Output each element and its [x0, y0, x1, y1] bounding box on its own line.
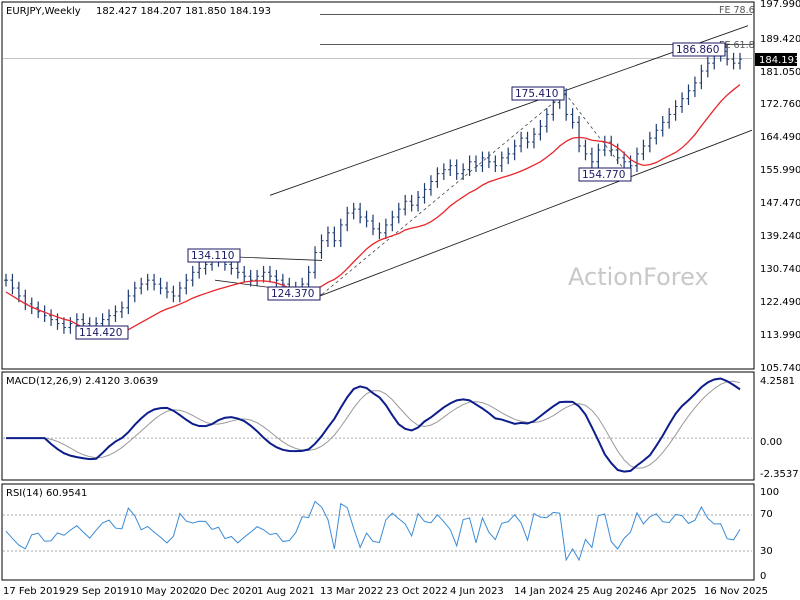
- symbol-label: EURJPY,Weekly: [6, 6, 81, 17]
- x-tick: 16 Nov 2025: [704, 586, 768, 597]
- x-tick: 4 Jun 2023: [450, 586, 504, 597]
- pivot-label: 114.420: [79, 327, 122, 339]
- x-tick: 17 Feb 2019: [3, 586, 65, 597]
- last-price-marker: [755, 53, 797, 66]
- rsi-label: RSI(14) 60.9541: [6, 488, 87, 499]
- watermark: ActionForex: [568, 263, 709, 291]
- y-tick: 4.2581: [760, 376, 795, 387]
- projection-line: [321, 92, 566, 295]
- pivot-label: 154.770: [582, 169, 625, 181]
- pivot-box: [267, 286, 321, 301]
- y-tick: 164.490: [760, 132, 800, 143]
- y-tick: 30: [760, 546, 773, 557]
- macd-signal-line: [6, 380, 741, 469]
- rsi-y-axis: 100 70 30 0: [760, 487, 779, 582]
- y-tick: 113.990: [760, 330, 800, 341]
- y-tick: 197.990: [760, 0, 800, 10]
- y-tick: 139.240: [760, 231, 800, 242]
- pivot-label: 186.860: [676, 44, 719, 56]
- x-tick: 10 May 2020: [130, 586, 195, 597]
- y-tick: 181.050: [760, 67, 800, 78]
- last-price-label: 184.193: [759, 55, 800, 66]
- y-tick: 100: [760, 487, 779, 498]
- pivot-box: [578, 167, 632, 182]
- x-tick: 6 Apr 2025: [641, 586, 696, 597]
- x-tick: 23 Oct 2022: [386, 586, 448, 597]
- price-panel: [1, 1, 755, 370]
- rsi-panel: [1, 483, 755, 581]
- y-tick: 122.490: [760, 297, 800, 308]
- pivot-label: 124.370: [271, 288, 314, 300]
- x-tick: 29 Sep 2019: [66, 586, 129, 597]
- y-tick: 172.760: [760, 99, 800, 110]
- x-tick: 13 Mar 2022: [320, 586, 383, 597]
- rsi-line: [5, 500, 741, 562]
- x-axis: 17 Feb 2019 29 Sep 2019 10 May 2020 20 D…: [3, 586, 768, 597]
- y-tick: 147.470: [760, 198, 800, 209]
- y-tick: 70: [760, 509, 773, 520]
- macd-label: MACD(12,26,9) 2.4120 3.0639: [6, 376, 158, 387]
- channel-lower: [319, 129, 753, 297]
- y-tick: 155.990: [760, 165, 800, 176]
- pivot-box: [511, 86, 565, 101]
- x-tick: 14 Jan 2024: [514, 586, 574, 597]
- price-y-axis: 197.990 189.420 181.050 172.760 164.490 …: [760, 0, 800, 374]
- y-tick: 189.420: [760, 34, 800, 45]
- y-tick: 130.740: [760, 264, 800, 275]
- y-tick: -2.3537: [760, 469, 799, 480]
- y-tick: 105.740: [760, 363, 800, 374]
- ohlc-label: 182.427 184.207 181.850 184.193: [96, 6, 271, 17]
- channel-upper: [269, 25, 749, 196]
- y-tick: 0: [760, 571, 766, 582]
- pivot-box: [187, 248, 241, 263]
- y-tick: 0.00: [760, 437, 782, 448]
- fe-786-label: FE 78.6: [719, 5, 755, 16]
- pivot-box: [75, 325, 129, 340]
- macd-line: [6, 377, 741, 473]
- x-tick: 25 Aug 2024: [577, 586, 641, 597]
- pivot-label: 134.110: [191, 250, 234, 262]
- fe-618-label: FE 61.8: [719, 40, 755, 51]
- x-tick: 20 Dec 2020: [194, 586, 258, 597]
- macd-y-axis: 4.2581 0.00 -2.3537: [760, 376, 799, 480]
- pivot-box: [672, 42, 726, 57]
- x-tick: 1 Aug 2021: [257, 586, 315, 597]
- macd-panel: [1, 371, 755, 481]
- pivot-label: 175.410: [515, 88, 558, 100]
